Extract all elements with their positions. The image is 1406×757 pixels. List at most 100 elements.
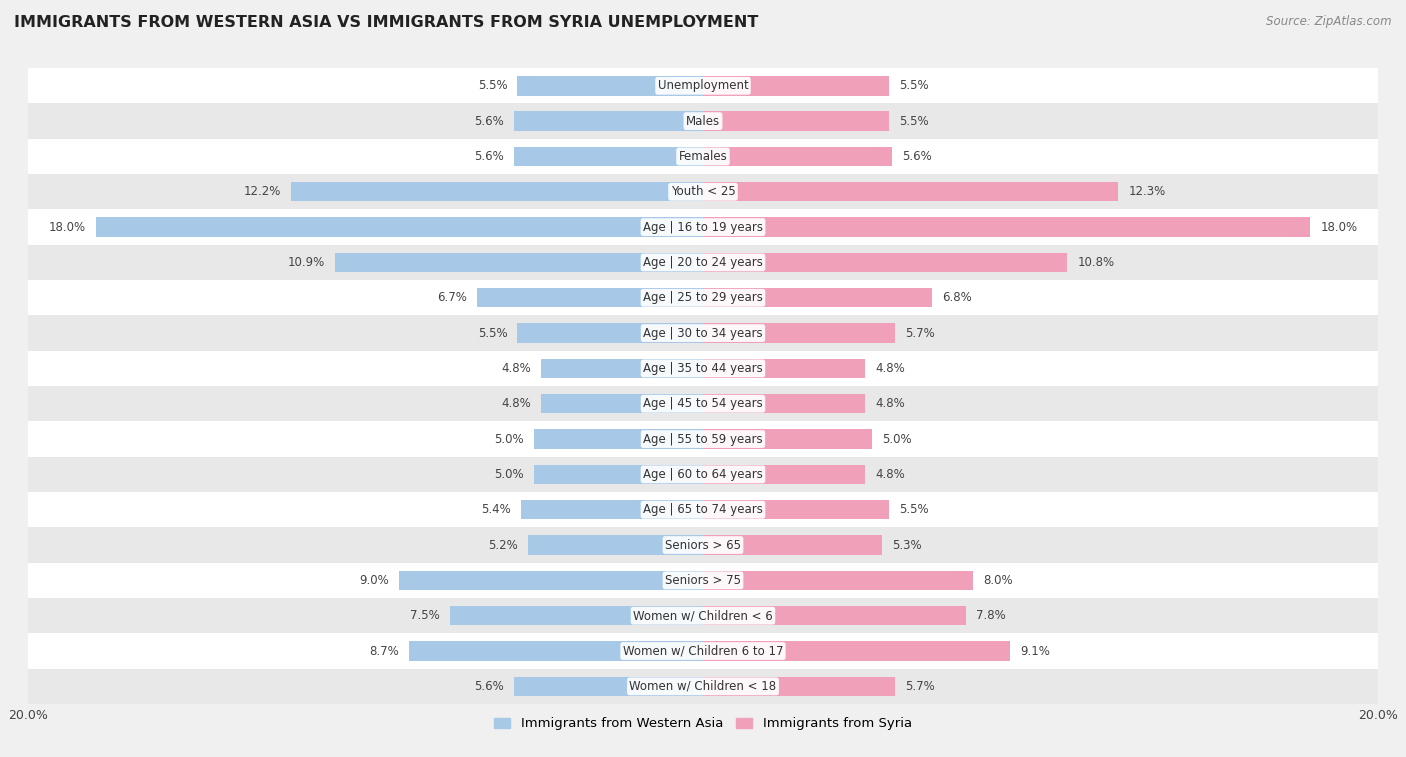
Text: 7.5%: 7.5% — [411, 609, 440, 622]
Text: 5.6%: 5.6% — [474, 114, 503, 128]
Text: 10.9%: 10.9% — [288, 256, 325, 269]
Bar — [399, 571, 703, 590]
Text: 9.1%: 9.1% — [1021, 644, 1050, 658]
Bar — [28, 598, 1378, 634]
Text: 4.8%: 4.8% — [501, 362, 531, 375]
Bar — [703, 429, 872, 449]
Bar — [520, 500, 703, 519]
Text: 10.8%: 10.8% — [1077, 256, 1115, 269]
Text: 4.8%: 4.8% — [501, 397, 531, 410]
Bar — [450, 606, 703, 625]
Text: Females: Females — [679, 150, 727, 163]
Bar — [703, 323, 896, 343]
Bar — [703, 288, 932, 307]
Bar — [96, 217, 703, 237]
Bar — [28, 280, 1378, 316]
Text: 7.8%: 7.8% — [976, 609, 1007, 622]
Bar — [515, 111, 703, 131]
Bar — [703, 253, 1067, 273]
Text: Age | 60 to 64 years: Age | 60 to 64 years — [643, 468, 763, 481]
Text: 5.2%: 5.2% — [488, 538, 517, 552]
Bar — [534, 465, 703, 484]
Text: 18.0%: 18.0% — [48, 220, 86, 234]
Bar — [335, 253, 703, 273]
Bar — [703, 465, 865, 484]
Bar — [703, 571, 973, 590]
Bar — [703, 535, 882, 555]
Bar — [534, 429, 703, 449]
Text: 4.8%: 4.8% — [875, 468, 905, 481]
Text: 5.7%: 5.7% — [905, 680, 935, 693]
Bar — [28, 139, 1378, 174]
Text: 5.6%: 5.6% — [474, 680, 503, 693]
Text: 18.0%: 18.0% — [1320, 220, 1358, 234]
Text: Males: Males — [686, 114, 720, 128]
Bar — [515, 147, 703, 167]
Text: 5.6%: 5.6% — [474, 150, 503, 163]
Bar — [515, 677, 703, 696]
Text: 5.4%: 5.4% — [481, 503, 510, 516]
Text: Seniors > 75: Seniors > 75 — [665, 574, 741, 587]
Bar — [28, 386, 1378, 422]
Text: Age | 16 to 19 years: Age | 16 to 19 years — [643, 220, 763, 234]
Text: Unemployment: Unemployment — [658, 79, 748, 92]
Text: 5.0%: 5.0% — [495, 468, 524, 481]
Bar — [703, 182, 1118, 201]
Text: 5.3%: 5.3% — [891, 538, 921, 552]
Bar — [28, 104, 1378, 139]
Text: Age | 35 to 44 years: Age | 35 to 44 years — [643, 362, 763, 375]
Bar — [703, 641, 1010, 661]
Text: Source: ZipAtlas.com: Source: ZipAtlas.com — [1267, 15, 1392, 28]
Legend: Immigrants from Western Asia, Immigrants from Syria: Immigrants from Western Asia, Immigrants… — [489, 712, 917, 736]
Bar — [28, 528, 1378, 562]
Text: 8.0%: 8.0% — [983, 574, 1012, 587]
Text: 5.0%: 5.0% — [882, 432, 911, 446]
Bar — [28, 456, 1378, 492]
Bar — [703, 606, 966, 625]
Text: 5.5%: 5.5% — [898, 79, 928, 92]
Text: 4.8%: 4.8% — [875, 362, 905, 375]
Text: 5.5%: 5.5% — [898, 503, 928, 516]
Bar — [527, 535, 703, 555]
Text: Age | 20 to 24 years: Age | 20 to 24 years — [643, 256, 763, 269]
Bar — [517, 76, 703, 95]
Bar — [703, 359, 865, 378]
Bar — [477, 288, 703, 307]
Bar — [28, 422, 1378, 456]
Text: 5.7%: 5.7% — [905, 326, 935, 340]
Bar — [703, 147, 891, 167]
Bar — [28, 492, 1378, 528]
Text: 6.7%: 6.7% — [437, 291, 467, 304]
Bar — [541, 394, 703, 413]
Text: Women w/ Children < 6: Women w/ Children < 6 — [633, 609, 773, 622]
Text: 9.0%: 9.0% — [360, 574, 389, 587]
Text: Age | 55 to 59 years: Age | 55 to 59 years — [643, 432, 763, 446]
Bar — [28, 316, 1378, 350]
Bar — [28, 668, 1378, 704]
Text: IMMIGRANTS FROM WESTERN ASIA VS IMMIGRANTS FROM SYRIA UNEMPLOYMENT: IMMIGRANTS FROM WESTERN ASIA VS IMMIGRAN… — [14, 15, 758, 30]
Text: 5.6%: 5.6% — [903, 150, 932, 163]
Bar — [703, 677, 896, 696]
Text: Age | 65 to 74 years: Age | 65 to 74 years — [643, 503, 763, 516]
Bar — [28, 174, 1378, 210]
Bar — [703, 217, 1310, 237]
Bar — [703, 76, 889, 95]
Bar — [291, 182, 703, 201]
Text: 8.7%: 8.7% — [370, 644, 399, 658]
Bar — [703, 500, 889, 519]
Bar — [703, 394, 865, 413]
Text: 5.5%: 5.5% — [478, 326, 508, 340]
Text: Age | 45 to 54 years: Age | 45 to 54 years — [643, 397, 763, 410]
Bar — [28, 68, 1378, 104]
Bar — [703, 111, 889, 131]
Bar — [28, 210, 1378, 245]
Text: Age | 30 to 34 years: Age | 30 to 34 years — [643, 326, 763, 340]
Text: 5.0%: 5.0% — [495, 432, 524, 446]
Text: 4.8%: 4.8% — [875, 397, 905, 410]
Bar — [28, 350, 1378, 386]
Text: 5.5%: 5.5% — [478, 79, 508, 92]
Text: Age | 25 to 29 years: Age | 25 to 29 years — [643, 291, 763, 304]
Text: Youth < 25: Youth < 25 — [671, 185, 735, 198]
Bar — [409, 641, 703, 661]
Text: Women w/ Children < 18: Women w/ Children < 18 — [630, 680, 776, 693]
